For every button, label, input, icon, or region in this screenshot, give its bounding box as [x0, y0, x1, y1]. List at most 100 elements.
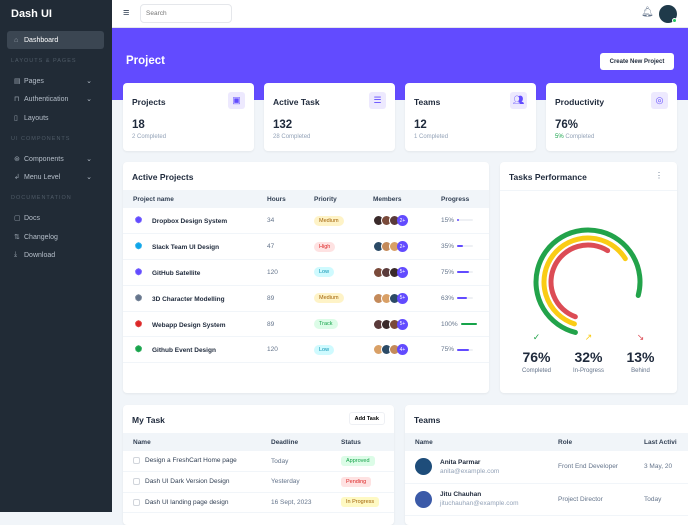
status-badge: Pending [341, 476, 372, 487]
more-members-badge[interactable]: 2+ [397, 215, 408, 227]
stat-sub-label: Completed [565, 134, 595, 140]
more-options-icon[interactable]: ⋮ [655, 171, 663, 180]
chevron-down-icon: ⌄ [86, 96, 92, 103]
chevron-down-icon: ⌄ [86, 78, 92, 85]
task-name: Dash UI Dark Version Design [145, 478, 230, 486]
member-last-activity: Today [634, 483, 688, 516]
task-checkbox[interactable] [133, 478, 140, 486]
stat-sub-count: 28 [273, 134, 280, 140]
more-members-badge[interactable]: 2+ [397, 241, 408, 253]
home-icon: ⌂ [14, 36, 19, 44]
project-hours: 89 [257, 285, 304, 312]
sidebar-item-label: Components [24, 155, 64, 163]
project-name[interactable]: Slack Team UI Design [152, 244, 220, 252]
table-row[interactable]: ✺ Github Event Design 120 Low 4+ 75% [123, 336, 489, 364]
project-name[interactable]: Dropbox Design System [152, 218, 228, 226]
project-hours: 89 [257, 311, 304, 338]
create-new-project-button[interactable]: Create New Project [600, 53, 674, 70]
my-task-card: My Task Add Task Name Deadline Status De… [123, 405, 394, 525]
hamburger-menu-icon[interactable]: ≡ [123, 7, 130, 19]
table-row[interactable]: ✺ Dropbox Design System 34 Medium 2+ 15% [123, 208, 489, 235]
table-row[interactable]: ✺ GitHub Satellite 120 Low 5+ 75% [123, 259, 489, 286]
member-role: Project Director [548, 483, 634, 516]
table-row[interactable]: ✺ 3D Character Modelling 89 Medium 5+ 63% [123, 285, 489, 312]
project-name[interactable]: Github Event Design [152, 347, 216, 355]
member-avatar [415, 490, 432, 508]
sidebar-item-layouts[interactable]: ▯ Layouts [7, 109, 104, 127]
performance-stat: ↗ 32% In-Progress [566, 332, 611, 374]
priority-badge: Medium [314, 293, 344, 304]
sidebar-item-docs[interactable]: ▢ Docs [7, 209, 104, 227]
more-members-badge[interactable]: 5+ [397, 318, 408, 330]
priority-badge: High [314, 241, 336, 252]
table-row[interactable]: ✺ Webapp Design System 89 Track 5+ 100% [123, 311, 489, 338]
stat-subtext: 2 Completed [132, 134, 166, 140]
project-name[interactable]: Webapp Design System [152, 321, 226, 329]
sidebar-item-changelog[interactable]: ⇅ Changelog [7, 228, 104, 246]
sidebar-item-label: Authentication [24, 95, 69, 103]
project-logo-icon: ✺ [134, 292, 143, 303]
search-input[interactable] [140, 4, 232, 23]
tasks-gauge [533, 227, 643, 335]
progress-bar [457, 271, 474, 274]
online-status-dot [672, 18, 677, 23]
member-last-activity: 3 May, 20 [634, 451, 688, 484]
card-title: My Task [132, 415, 165, 425]
member-email: jituchauhan@example.com [440, 500, 519, 507]
sidebar-item-authentication[interactable]: ⊓ Authentication ⌄ [7, 90, 104, 108]
sidebar-item-dashboard[interactable]: ⌂ Dashboard [7, 31, 104, 49]
project-logo-icon: ✺ [134, 344, 143, 355]
components-icon: ⊛ [14, 156, 20, 163]
stat-title: Productivity [555, 97, 605, 107]
member-name: Jitu Chauhan [440, 491, 482, 498]
table-row[interactable]: ✺ Slack Team UI Design 47 High 2+ 35% [123, 233, 489, 261]
task-checkbox[interactable] [133, 457, 140, 465]
topbar: ≡ 🔔︎ [112, 0, 688, 28]
task-name: Design a FreshCart Home page [145, 457, 237, 465]
bell-icon[interactable]: 🔔︎ [641, 7, 654, 18]
task-checkbox[interactable] [133, 498, 140, 506]
performance-value: 32% [574, 349, 603, 365]
performance-value: 13% [626, 349, 655, 365]
project-name[interactable]: 3D Character Modelling [152, 295, 225, 303]
stat-title: Teams [414, 97, 441, 107]
performance-label: Behind [631, 368, 650, 374]
stat-sub-label: Completed [281, 134, 311, 140]
member-avatar [415, 458, 432, 476]
sidebar-item-menu-level[interactable]: ↲ Menu Level ⌄ [7, 168, 104, 186]
add-task-button[interactable]: Add Task [348, 412, 385, 425]
gauge-arc-in-progress [541, 235, 628, 327]
stat-subtext: 5% Completed [555, 134, 594, 140]
project-hours: 47 [257, 233, 304, 261]
active-projects-card: Active Projects Project name Hours Prior… [123, 162, 489, 393]
performance-label: Completed [521, 368, 551, 374]
more-members-badge[interactable]: 4+ [397, 344, 408, 356]
performance-value: 76% [522, 349, 551, 365]
teams-table: Name Role Last Activi Anita Parmar anita@… [405, 433, 688, 516]
sidebar-item-components[interactable]: ⊛ Components ⌄ [7, 150, 104, 168]
gauge-arc-behind [548, 242, 611, 320]
project-hours: 120 [257, 336, 304, 364]
stat-value: 12 [414, 119, 427, 131]
sidebar-item-download[interactable]: ⤓ Download [7, 246, 104, 264]
more-members-badge[interactable]: 5+ [397, 266, 408, 278]
target-icon: ◎ [651, 92, 668, 109]
sidebar-item-label: Docs [24, 214, 40, 222]
project-name[interactable]: GitHub Satellite [152, 269, 201, 277]
stat-title: Projects [132, 97, 166, 107]
chevron-down-icon: ⌄ [86, 156, 92, 163]
column-header: Priority [304, 190, 363, 208]
avatar[interactable] [659, 5, 677, 23]
sidebar-item-label: Menu Level [24, 173, 61, 181]
stat-sub-label: Completed [419, 134, 449, 140]
briefcase-icon: ▣ [228, 92, 245, 109]
progress-label: 75% [441, 346, 455, 354]
priority-badge: Low [314, 344, 335, 355]
project-hours: 34 [257, 208, 304, 235]
more-members-badge[interactable]: 5+ [397, 292, 408, 304]
brand-logo[interactable]: Dash UI [11, 8, 52, 20]
sidebar-item-pages[interactable]: ▤ Pages ⌄ [7, 72, 104, 90]
stat-sub-count: 2 [132, 134, 136, 140]
task-deadline: Today [261, 451, 331, 472]
project-logo-icon: ✺ [134, 266, 143, 277]
